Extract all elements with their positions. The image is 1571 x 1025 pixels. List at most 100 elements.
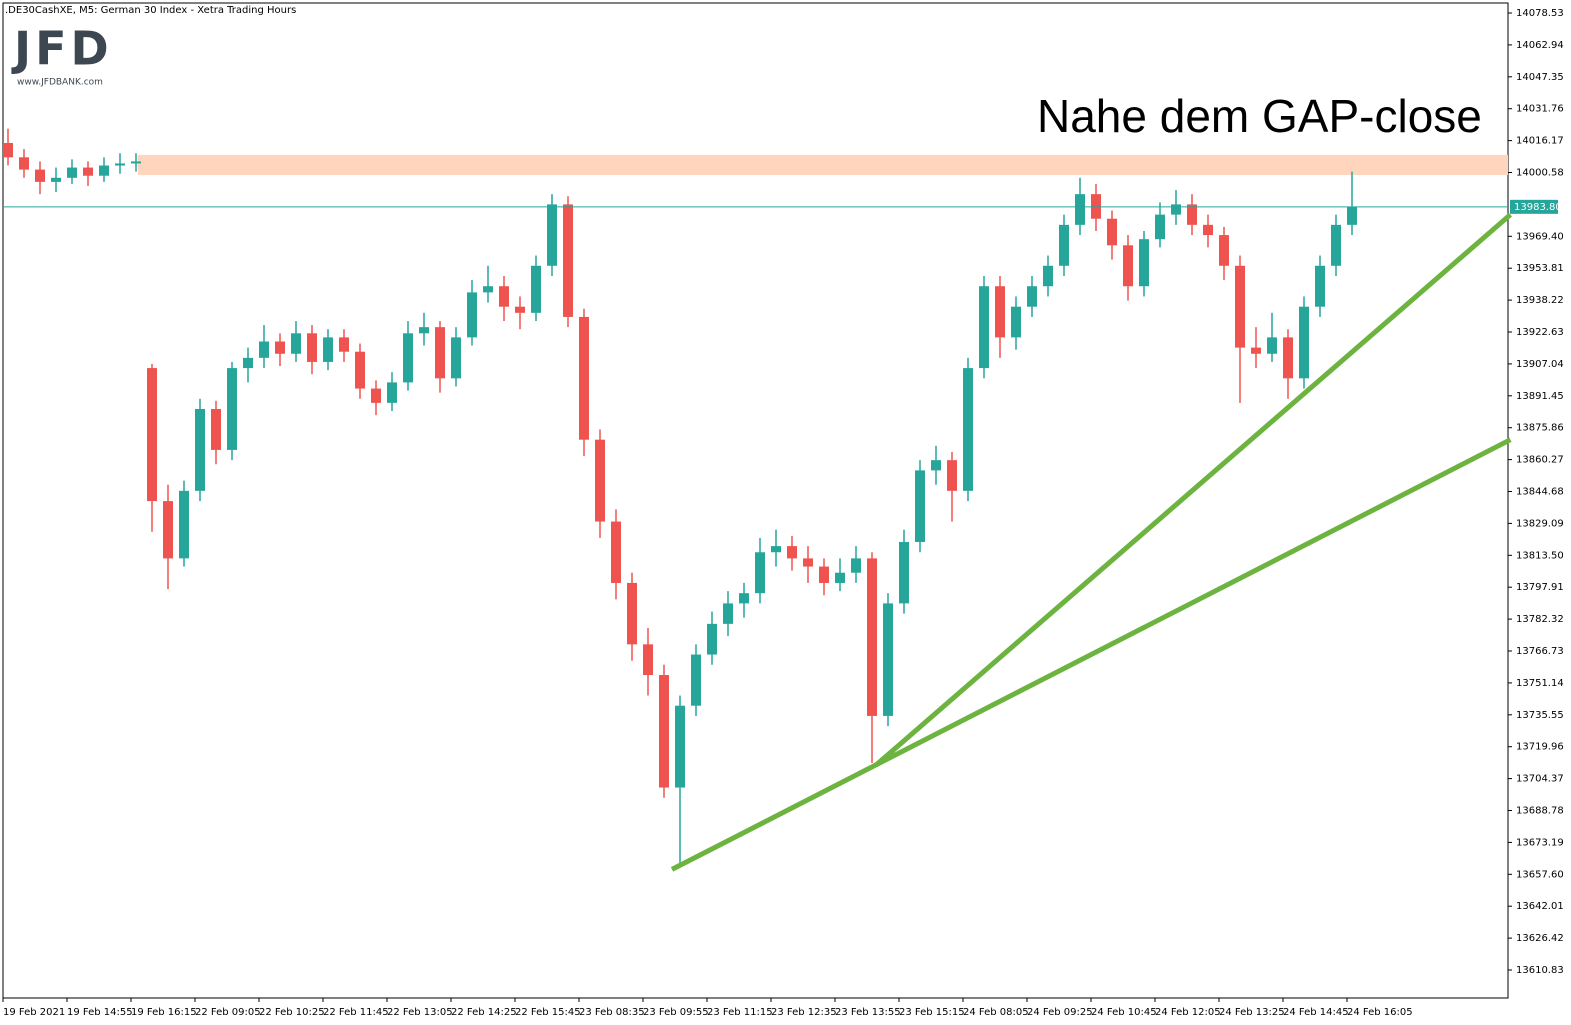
x-tick-label: 24 Feb 16:05: [1347, 1007, 1413, 1018]
y-tick-label: 14062.94: [1516, 40, 1564, 51]
candle-body: [1283, 337, 1293, 379]
candle-body: [179, 490, 189, 559]
candle-body: [35, 169, 45, 182]
candle-body: [307, 333, 317, 362]
candle-body: [1187, 204, 1197, 225]
candle-body: [1027, 286, 1037, 307]
candle-body: [675, 705, 685, 788]
candle-body: [195, 409, 205, 491]
candle-body: [995, 286, 1005, 338]
price-label: 13983.80: [1514, 202, 1562, 213]
candle-body: [435, 327, 445, 379]
candle-body: [243, 357, 253, 369]
candle-body: [1299, 306, 1309, 379]
candle-body: [1347, 206, 1357, 225]
y-tick-label: 13844.68: [1516, 487, 1564, 498]
candle-body: [819, 566, 829, 583]
candle-body: [291, 333, 301, 354]
x-tick-label: 23 Feb 11:15: [707, 1007, 773, 1018]
x-tick-label: 23 Feb 08:35: [579, 1007, 645, 1018]
candle-body: [259, 341, 269, 358]
candle-body: [211, 409, 221, 450]
candle-body: [403, 333, 413, 383]
x-tick-label: 22 Feb 10:25: [259, 1007, 325, 1018]
candle-body: [1251, 347, 1261, 354]
y-tick-label: 13642.01: [1516, 901, 1564, 912]
y-tick-label: 13922.63: [1516, 327, 1564, 338]
y-tick-label: 14078.53: [1516, 8, 1564, 19]
candle-body: [499, 286, 509, 307]
candle-body: [931, 460, 941, 471]
candle-body: [67, 167, 77, 178]
y-tick-label: 13657.60: [1516, 869, 1564, 880]
candle-body: [83, 167, 93, 176]
y-tick-label: 13829.09: [1516, 518, 1564, 529]
candle-body: [835, 572, 845, 583]
candle-body: [979, 286, 989, 369]
candle-body: [147, 368, 157, 502]
candle-body: [323, 337, 333, 362]
candle-body: [771, 546, 781, 553]
x-tick-label: 24 Feb 13:25: [1219, 1007, 1285, 1018]
y-tick-label: 13969.40: [1516, 231, 1564, 242]
candle-body: [547, 204, 557, 266]
y-tick-label: 13782.32: [1516, 614, 1564, 625]
candle-body: [883, 603, 893, 716]
y-tick-label: 14000.58: [1516, 168, 1564, 179]
plot-frame: [2, 2, 1509, 999]
candle-body: [739, 593, 749, 604]
price-label-box: [1510, 199, 1558, 214]
candle-body: [1139, 239, 1149, 287]
candle-body: [899, 542, 909, 604]
x-tick-label: 22 Feb 13:05: [387, 1007, 453, 1018]
y-tick-label: 13735.55: [1516, 710, 1564, 721]
x-tick-label: 24 Feb 12:05: [1155, 1007, 1221, 1018]
candle-body: [691, 654, 701, 706]
candle-body: [787, 546, 797, 559]
y-tick-label: 13813.50: [1516, 550, 1564, 561]
candle-body: [51, 177, 61, 182]
gap-zone: [138, 154, 1508, 175]
candle-body: [867, 558, 877, 716]
candle-body: [1075, 194, 1085, 225]
candle-body: [723, 603, 733, 624]
candle-body: [3, 143, 13, 158]
candle-body: [1107, 218, 1117, 246]
y-tick-label: 14031.76: [1516, 104, 1564, 115]
candle-body: [563, 204, 573, 317]
y-tick-label: 13688.78: [1516, 806, 1564, 817]
candle-body: [707, 623, 717, 655]
chart-title: .DE30CashXE, M5: German 30 Index - Xetra…: [5, 5, 296, 16]
y-tick-label: 13610.83: [1516, 965, 1564, 976]
x-tick-label: 22 Feb 09:05: [195, 1007, 261, 1018]
candle-body: [611, 521, 621, 583]
candle-body: [1331, 224, 1341, 266]
x-tick-label: 19 Feb 2021: [3, 1007, 65, 1018]
candle-body: [1011, 306, 1021, 338]
y-tick-label: 13891.45: [1516, 391, 1564, 402]
candle-body: [339, 337, 349, 352]
candle-body: [99, 165, 109, 176]
y-tick-label: 14047.35: [1516, 72, 1564, 83]
candle-body: [451, 337, 461, 379]
y-tick-label: 13860.27: [1516, 455, 1564, 466]
y-tick-label: 13875.86: [1516, 423, 1564, 434]
candle-body: [627, 582, 637, 645]
x-tick-label: 24 Feb 14:45: [1283, 1007, 1349, 1018]
candle-body: [275, 341, 285, 354]
candle-body: [803, 558, 813, 567]
x-tick-label: 23 Feb 15:15: [899, 1007, 965, 1018]
x-tick-label: 19 Feb 16:15: [131, 1007, 197, 1018]
candle-body: [531, 265, 541, 313]
candle-body: [595, 439, 605, 522]
x-tick-label: 22 Feb 15:45: [515, 1007, 581, 1018]
candle-body: [1043, 265, 1053, 287]
candle-body: [851, 558, 861, 573]
logo: JFD: [11, 22, 113, 76]
candle-body: [371, 388, 381, 403]
candle-body: [1267, 337, 1277, 354]
x-tick-label: 24 Feb 09:25: [1027, 1007, 1093, 1018]
y-tick-label: 13719.96: [1516, 742, 1564, 753]
candle-body: [643, 644, 653, 676]
